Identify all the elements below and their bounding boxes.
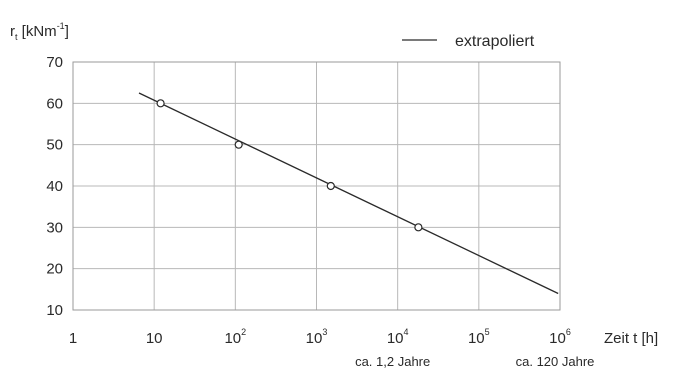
y-tick-label: 60 xyxy=(46,95,63,112)
y-axis-title: rt [kNm-1] xyxy=(10,21,69,42)
y-axis-unit-close: ] xyxy=(65,23,69,40)
y-axis-unit-exp: -1 xyxy=(57,21,65,31)
x-tick-label: 102 xyxy=(224,327,246,347)
x-tick-label: 1 xyxy=(69,330,77,347)
y-tick-label: 10 xyxy=(46,302,63,319)
grid xyxy=(72,61,561,311)
x-tick-label: 103 xyxy=(306,327,328,347)
plot-frame xyxy=(72,61,561,311)
y-tick-label: 40 xyxy=(46,178,63,195)
annotations: ca. 1,2 Jahre ca. 120 Jahre xyxy=(355,354,594,369)
x-axis-title: Zeit t [h] xyxy=(604,330,658,347)
x-tick-labels: 1 10 102 103 104 105 106 xyxy=(69,327,571,347)
y-axis-symbol: r xyxy=(10,23,15,40)
legend-entry-extrapoliert: extrapoliert xyxy=(455,33,535,50)
plot-border xyxy=(72,61,561,311)
series-line-extrapoliert xyxy=(138,92,559,295)
x-tick-label: 10 xyxy=(146,330,163,347)
legend: extrapoliert xyxy=(402,33,535,50)
y-tick-label: 20 xyxy=(46,261,63,278)
y-axis-subscript: t xyxy=(15,32,18,42)
y-tick-label: 70 xyxy=(46,54,63,71)
x-annotation: ca. 120 Jahre xyxy=(516,354,595,369)
x-tick-label: 106 xyxy=(549,327,571,347)
data-point xyxy=(326,181,335,191)
data-point xyxy=(156,99,165,108)
y-tick-label: 50 xyxy=(46,137,63,154)
y-axis-unit-open: [kNm xyxy=(18,23,57,40)
data-point xyxy=(234,140,243,149)
y-tick-label: 30 xyxy=(46,219,63,236)
x-tick-label: 104 xyxy=(387,327,409,347)
x-annotation: ca. 1,2 Jahre xyxy=(355,354,430,369)
y-tick-labels: 10 20 30 40 50 60 70 xyxy=(46,54,63,319)
data-point xyxy=(414,223,423,232)
series xyxy=(138,92,559,295)
x-tick-label: 105 xyxy=(468,327,490,347)
